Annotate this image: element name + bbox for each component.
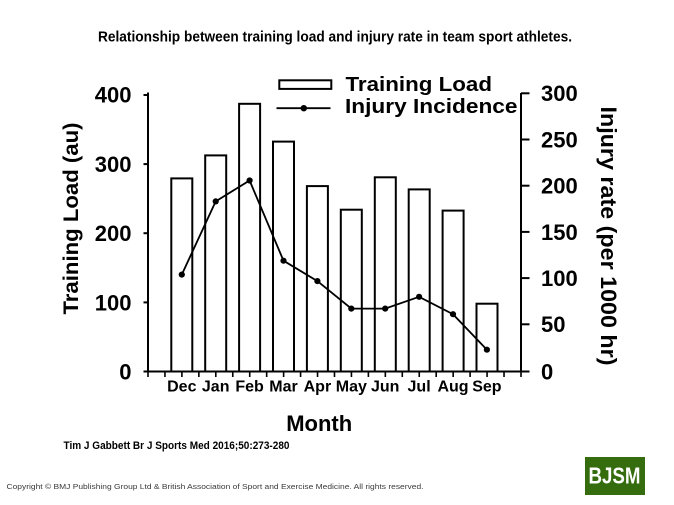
svg-text:Injury Incidence: Injury Incidence bbox=[345, 96, 518, 118]
svg-text:Jul: Jul bbox=[408, 378, 431, 395]
svg-text:Jun: Jun bbox=[371, 378, 399, 395]
svg-text:200: 200 bbox=[95, 221, 132, 246]
svg-text:50: 50 bbox=[541, 312, 565, 337]
svg-text:Apr: Apr bbox=[304, 378, 332, 395]
svg-text:Feb: Feb bbox=[235, 378, 264, 395]
svg-text:0: 0 bbox=[119, 359, 131, 384]
svg-text:0: 0 bbox=[541, 359, 553, 384]
svg-text:Training Load: Training Load bbox=[346, 74, 493, 96]
svg-text:Mar: Mar bbox=[269, 378, 297, 395]
svg-text:Training Load (au): Training Load (au) bbox=[60, 122, 83, 314]
svg-text:150: 150 bbox=[541, 220, 578, 245]
svg-text:Copyright © BMJ Publishing Gro: Copyright © BMJ Publishing Group Ltd & B… bbox=[7, 482, 424, 491]
svg-text:300: 300 bbox=[541, 81, 578, 106]
svg-text:300: 300 bbox=[95, 152, 132, 177]
svg-text:Aug: Aug bbox=[437, 378, 468, 395]
svg-text:250: 250 bbox=[541, 127, 578, 152]
svg-text:Injury rate (per 1000 hr): Injury rate (per 1000 hr) bbox=[596, 107, 621, 366]
svg-text:Tim J Gabbett Br J Sports Med: Tim J Gabbett Br J Sports Med 2016;50:27… bbox=[64, 440, 290, 452]
svg-text:Relationship between training: Relationship between training load and i… bbox=[98, 29, 572, 46]
svg-text:Month: Month bbox=[286, 411, 352, 436]
svg-text:100: 100 bbox=[541, 266, 578, 291]
svg-text:Sep: Sep bbox=[472, 378, 502, 395]
svg-text:May: May bbox=[336, 378, 367, 395]
svg-text:Dec: Dec bbox=[167, 378, 196, 395]
svg-text:200: 200 bbox=[541, 174, 578, 199]
svg-text:BJSM: BJSM bbox=[589, 463, 641, 489]
svg-text:Jan: Jan bbox=[202, 378, 230, 395]
svg-text:100: 100 bbox=[95, 290, 132, 315]
svg-text:400: 400 bbox=[95, 82, 132, 107]
